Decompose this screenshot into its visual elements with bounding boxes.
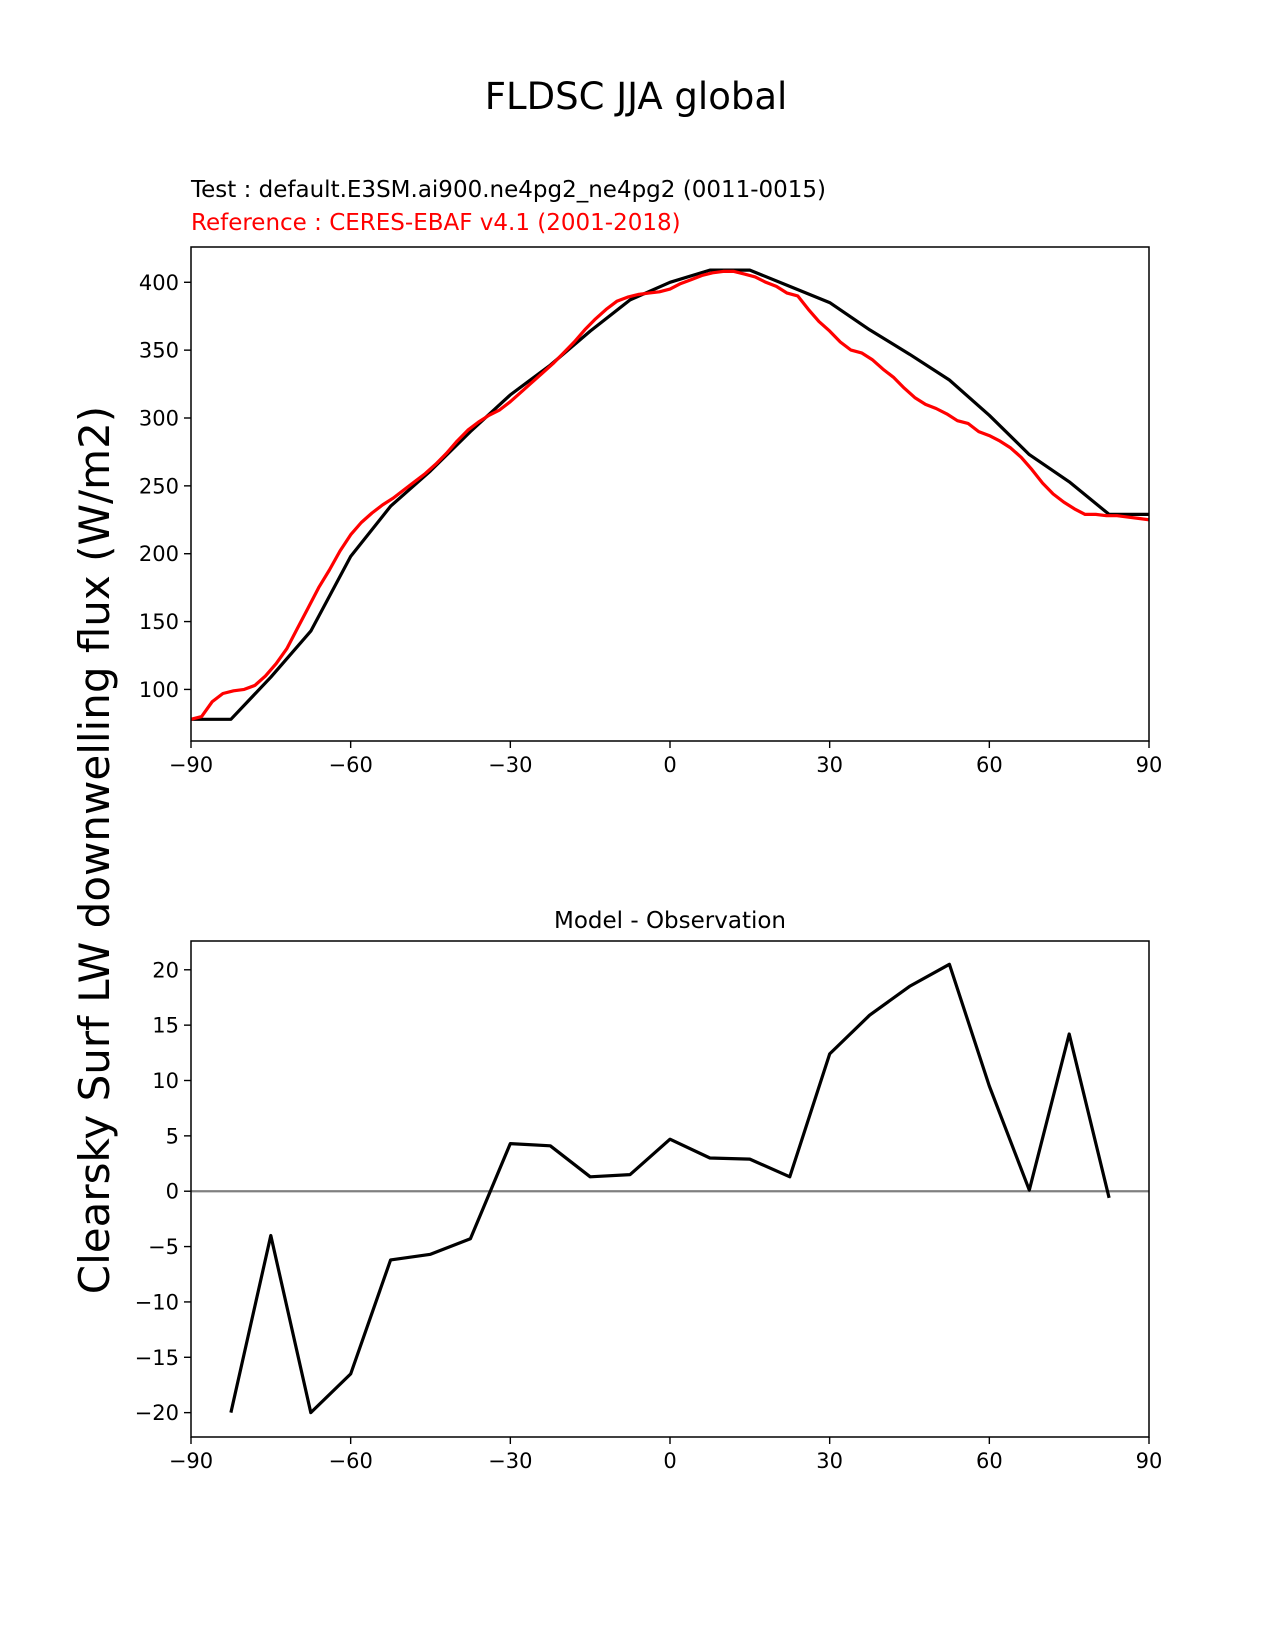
top-chart-xtick-label: −30 — [488, 753, 532, 777]
top-chart-reference-line — [191, 269, 1149, 721]
bottom-chart-ytick-label: −5 — [148, 1235, 179, 1259]
bottom-chart-difference-line — [229, 962, 1111, 1415]
bottom-chart-ytick-label: 15 — [152, 1014, 179, 1038]
top-chart-xtick-label: −90 — [169, 753, 213, 777]
top-chart-ytick-label: 400 — [139, 271, 179, 295]
bottom-chart-ytick-label: 20 — [152, 958, 179, 982]
test-label: Test : default.E3SM.ai900.ne4pg2_ne4pg2 … — [190, 177, 826, 203]
bottom-chart-frame — [190, 940, 1150, 1438]
top-chart: Test : default.E3SM.ai900.ne4pg2_ne4pg2 … — [139, 177, 1162, 777]
top-chart-ytick-label: 350 — [139, 339, 179, 363]
bottom-chart-xtick-label: −90 — [169, 1449, 213, 1473]
bottom-chart-title: Model - Observation — [554, 908, 786, 934]
reference-label: Reference : CERES-EBAF v4.1 (2001-2018) — [191, 210, 681, 236]
bottom-chart-xtick-label: 0 — [663, 1449, 676, 1473]
top-chart-ytick-label: 200 — [139, 542, 179, 566]
top-chart-xtick-label: 90 — [1136, 753, 1163, 777]
bottom-chart-xtick-label: 60 — [976, 1449, 1003, 1473]
top-chart-ytick-label: 250 — [139, 474, 179, 498]
top-chart-ticks: −90 −60 −30 0 30 60 90 100 150 200 250 300 350 400 — [139, 271, 1162, 777]
top-chart-ytick-label: 150 — [139, 610, 179, 634]
bottom-chart-ytick-label: −10 — [135, 1290, 179, 1314]
figure-suptitle: FLDSC JJA global — [485, 75, 788, 118]
bottom-chart-ytick-label: −15 — [135, 1346, 179, 1370]
bottom-chart: Model - Observation −90 −60 −30 0 30 60 90−20−… — [135, 908, 1163, 1473]
top-chart-lines — [191, 268, 1149, 721]
top-chart-xtick-label: 30 — [816, 753, 843, 777]
bottom-chart-lines — [191, 962, 1149, 1415]
top-chart-xtick-label: −60 — [329, 753, 373, 777]
bottom-chart-xtick-label: −30 — [488, 1449, 532, 1473]
top-chart-test-line — [191, 268, 1149, 721]
bottom-chart-xtick-label: 90 — [1136, 1449, 1163, 1473]
bottom-chart-ticks: −90 −60 −30 0 30 60 90 −20 −15 −10 −5 0 5 10 15 20 — [135, 958, 1163, 1473]
y-axis-label: Clearsky Surf LW downwelling flux (W/m2) — [70, 406, 119, 1294]
top-chart-ytick-label: 300 — [139, 407, 179, 431]
bottom-chart-xtick-label: 30 — [816, 1449, 843, 1473]
top-chart-ytick-label: 100 — [139, 678, 179, 702]
bottom-chart-ytick-label: 5 — [166, 1124, 179, 1148]
bottom-chart-xtick-label: −60 — [329, 1449, 373, 1473]
top-chart-frame — [190, 246, 1150, 742]
top-chart-xtick-label: 60 — [976, 753, 1003, 777]
bottom-chart-ytick-label: −20 — [135, 1401, 179, 1425]
bottom-chart-ytick-label: 10 — [152, 1069, 179, 1093]
bottom-chart-ytick-label: 0 — [166, 1180, 179, 1204]
top-chart-xtick-label: 0 — [663, 753, 676, 777]
